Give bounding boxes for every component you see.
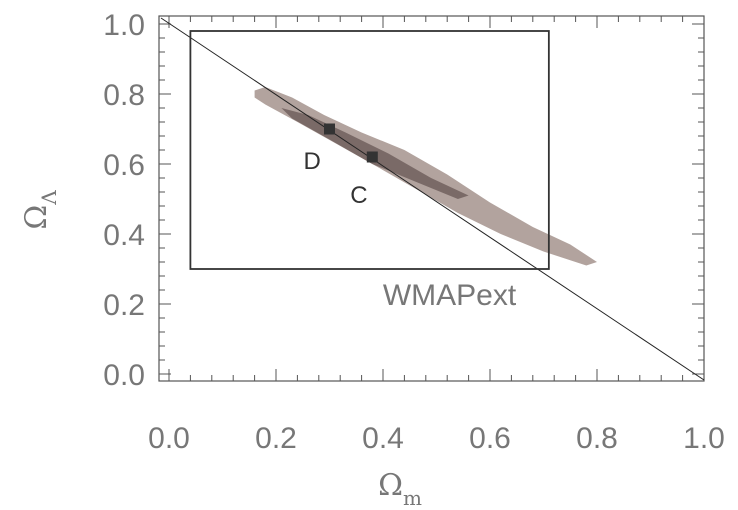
flat-universe-line bbox=[160, 17, 705, 381]
x-tick-label: 0.6 bbox=[469, 422, 511, 455]
x-tick-label: 0.8 bbox=[576, 422, 618, 455]
point-label-d: D bbox=[304, 148, 321, 175]
prior-box bbox=[189, 30, 550, 270]
y-axis-title-main: Ω bbox=[19, 205, 54, 230]
y-tick-label: 0.0 bbox=[103, 359, 145, 392]
y-axis-title-sub: Λ bbox=[37, 190, 61, 206]
prior-box-label: WMAPext bbox=[383, 279, 517, 312]
y-tick-label: 0.6 bbox=[103, 149, 145, 182]
y-tick-label: 0.2 bbox=[103, 289, 145, 322]
plot-frame bbox=[158, 15, 705, 382]
contour-regions bbox=[254, 87, 597, 266]
y-tick-labels: 0.0 0.2 0.4 0.6 0.8 1.0 bbox=[103, 9, 145, 392]
x-tick-label: 0.0 bbox=[148, 422, 190, 455]
data-points: DC bbox=[304, 123, 378, 209]
y-axis-title: ΩΛ bbox=[19, 190, 61, 230]
x-tick-labels: 0.0 0.2 0.4 0.6 0.8 1.0 bbox=[148, 422, 725, 455]
y-tick-label: 1.0 bbox=[103, 9, 145, 42]
axis-ticks bbox=[159, 16, 705, 381]
point-label-c: C bbox=[350, 182, 367, 209]
y-tick-label: 0.4 bbox=[103, 219, 145, 252]
x-axis-title-sub: m bbox=[403, 486, 422, 510]
point-marker-c bbox=[366, 151, 378, 163]
point-marker-d bbox=[324, 123, 335, 135]
x-tick-label: 1.0 bbox=[683, 422, 725, 455]
x-tick-label: 0.4 bbox=[362, 422, 404, 455]
x-axis-title-main: Ω bbox=[378, 468, 403, 503]
y-tick-label: 0.8 bbox=[103, 79, 145, 112]
x-tick-label: 0.2 bbox=[255, 422, 297, 455]
x-axis-title: Ωm bbox=[378, 468, 422, 510]
